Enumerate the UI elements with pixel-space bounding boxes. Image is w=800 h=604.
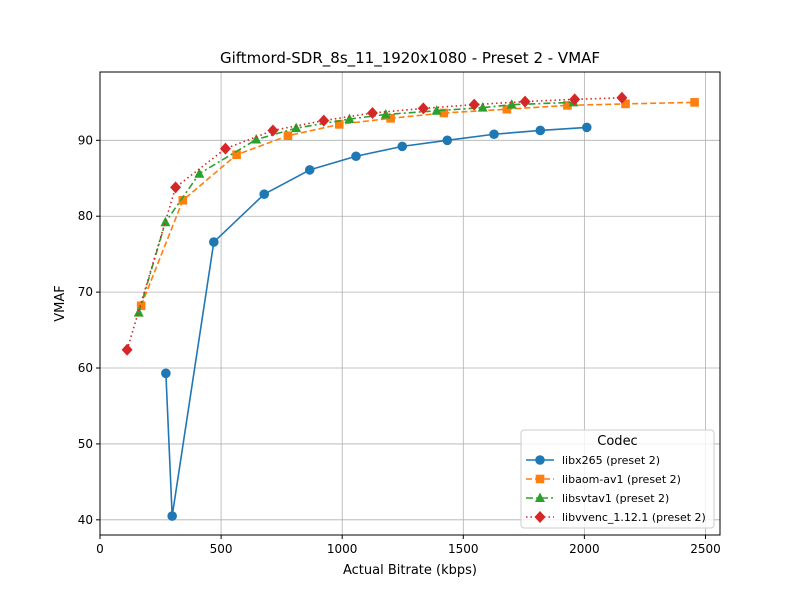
data-point: [133, 307, 144, 317]
data-point: [170, 181, 182, 194]
x-tick-label: 500: [210, 542, 233, 556]
data-point: [136, 301, 146, 311]
data-point: [468, 98, 480, 111]
legend-item: libx265 (preset 2): [526, 454, 660, 467]
data-point: [397, 141, 408, 152]
data-point: [161, 368, 171, 379]
data-point: [344, 113, 355, 124]
legend-marker: [535, 492, 545, 502]
x-tick-label: 0: [96, 542, 104, 556]
legend-title: Codec: [597, 434, 637, 449]
legend-items: libx265 (preset 2) libaom-av1 (preset 2) l…: [526, 454, 706, 524]
x-tick-label: 1500: [448, 542, 479, 556]
y-axis-label: VMAF: [53, 285, 68, 321]
legend-marker: [535, 455, 545, 465]
legend-marker: [535, 474, 545, 484]
data-point: [232, 150, 241, 160]
data-point: [121, 343, 133, 356]
data-point: [581, 122, 592, 133]
data-point: [506, 99, 517, 109]
grid-layer: [99, 72, 720, 535]
series-4: [121, 91, 628, 356]
y-tick-label: 40: [78, 513, 93, 527]
data-point: [351, 151, 361, 162]
x-tick-label: 2500: [690, 542, 721, 556]
data-point: [194, 168, 205, 178]
legend-label: libaom-av1 (preset 2): [562, 473, 681, 486]
data-point: [431, 105, 442, 115]
data-point: [442, 135, 453, 146]
data-point: [489, 129, 499, 140]
data-point: [569, 93, 581, 106]
legend-marker: [534, 511, 546, 523]
data-point: [366, 106, 378, 119]
data-point: [209, 237, 219, 247]
legend-label: libvvenc_1.12.1 (preset 2): [562, 511, 706, 524]
data-point: [304, 165, 315, 175]
data-point: [563, 101, 572, 110]
data-point: [616, 91, 628, 104]
series-layer: [121, 91, 699, 521]
legend-item: libaom-av1 (preset 2): [526, 473, 681, 486]
data-point: [291, 122, 302, 133]
legend: Codec libx265 (preset 2) libaom-av1 (pres…: [520, 429, 715, 529]
data-point: [439, 108, 449, 118]
data-point: [690, 98, 699, 107]
data-point: [535, 125, 546, 136]
legend-label: libx265 (preset 2): [562, 454, 660, 467]
y-tick-label: 70: [78, 285, 93, 299]
data-point: [283, 131, 293, 141]
axes-frame: [99, 71, 721, 536]
data-point: [318, 114, 330, 127]
y-tick-label: 80: [78, 209, 93, 223]
legend-label: libsvtav1 (preset 2): [562, 492, 669, 505]
data-point: [502, 104, 512, 114]
chart-title: Giftmord-SDR_8s_11_1920x1080 - Preset 2 …: [220, 49, 600, 68]
data-point: [219, 142, 231, 155]
y-tick-label: 60: [78, 361, 93, 375]
x-tick-label: 1000: [327, 542, 358, 556]
legend-item: libvvenc_1.12.1 (preset 2): [526, 511, 706, 524]
legend-item: libsvtav1 (preset 2): [526, 492, 669, 505]
x-axis-label: Actual Bitrate (kbps): [343, 563, 477, 578]
y-tick-label: 90: [78, 133, 93, 147]
legend-box: [520, 429, 715, 529]
series-3: [133, 96, 579, 317]
data-point: [477, 102, 488, 112]
series-line: [126, 97, 622, 351]
y-tick-label: 50: [78, 437, 93, 451]
data-point: [417, 102, 429, 115]
data-point: [519, 95, 531, 108]
data-point: [259, 189, 270, 200]
series-1: [161, 122, 592, 521]
data-point: [178, 195, 188, 205]
data-point: [334, 120, 344, 129]
tick-layer: 0 500 1000 1500 2000 2500 40 50 60 70 80 90: [78, 133, 721, 556]
data-point: [267, 124, 279, 137]
data-point: [167, 511, 177, 521]
x-tick-label: 2000: [569, 542, 600, 556]
data-point: [251, 134, 262, 144]
data-point: [621, 99, 630, 109]
data-point: [160, 216, 171, 227]
data-point: [380, 109, 391, 119]
